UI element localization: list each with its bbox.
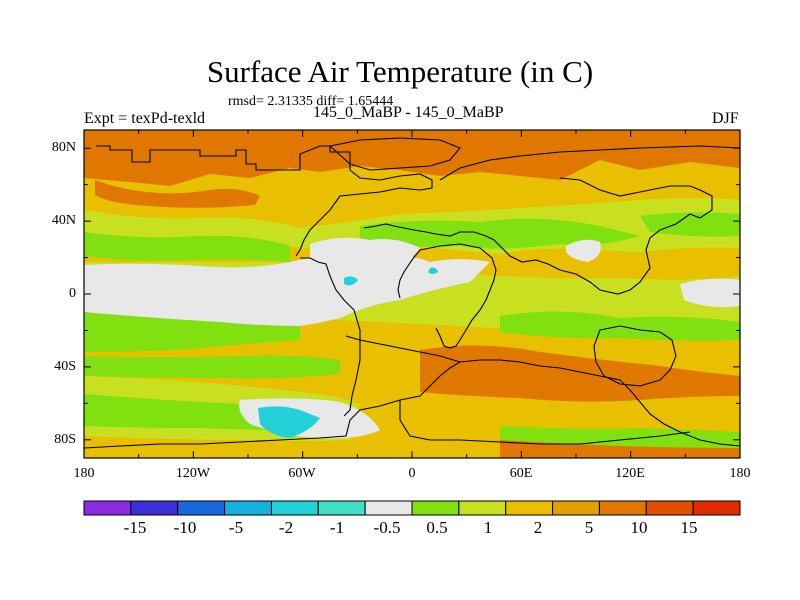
colorbar-label: 5: [584, 518, 594, 537]
experiment-label: Expt = texPd-texld: [84, 110, 206, 127]
coast-africa-west: [397, 249, 421, 299]
colorbar-swatch: [692, 500, 741, 516]
x-tick-label: 60E: [509, 466, 533, 481]
colorbar-label: -10: [173, 518, 197, 537]
colorbar-swatch: [83, 500, 132, 516]
x-tick-label: 60W: [288, 466, 316, 481]
colorbar-swatch: [505, 500, 554, 516]
colorbar-label: -2: [278, 518, 294, 537]
colorbar-label: 15: [680, 518, 698, 537]
field-antarctic-cyan: [258, 406, 320, 438]
colorbar-label: -1: [329, 518, 345, 537]
coast-north-america: [96, 145, 433, 257]
y-tick-label: 40S: [54, 359, 76, 374]
colorbar-label: 0.5: [426, 518, 448, 537]
colorbar-swatch: [458, 500, 507, 516]
field-north-grey: [566, 239, 601, 262]
temperature-field: [84, 130, 740, 458]
field-north-hot: [84, 130, 740, 186]
colorbar: [83, 500, 741, 516]
field-pacific-grey: [84, 254, 490, 341]
map-title: Surface Air Temperature (in C): [206, 54, 594, 89]
colorbar-label: 2: [533, 518, 543, 537]
coast-africa: [419, 243, 497, 349]
colorbar-swatch: [598, 500, 647, 516]
field-north-green-3: [640, 212, 740, 237]
x-tick-label: 120E: [615, 466, 645, 481]
colorbar-swatch: [317, 500, 366, 516]
field-pacific-green-2: [84, 355, 340, 379]
colorbar-label: 1: [483, 518, 493, 537]
coast-greenland: [328, 137, 461, 171]
field-east-grey: [680, 278, 740, 308]
y-tick-label: 0: [69, 286, 76, 301]
field-north-hot-2: [95, 180, 260, 208]
colorbar-swatch: [364, 500, 413, 516]
colorbar-swatch: [130, 500, 179, 516]
coast-south-america: [300, 257, 361, 417]
field-sa-grey: [308, 237, 420, 300]
coastlines: [84, 137, 740, 449]
coast-south-interior: [345, 335, 691, 445]
y-tick-label: 80S: [54, 432, 76, 447]
y-tick-label: 40N: [51, 213, 76, 228]
field-north-green: [84, 232, 290, 262]
colorbar-swatch: [552, 500, 600, 516]
x-tick-label: 180: [73, 466, 95, 481]
colorbar-label: 10: [630, 518, 648, 537]
x-tick-label: 0: [408, 466, 416, 481]
colorbar-swatch: [411, 500, 460, 516]
colorbar-swatch: [270, 500, 319, 516]
colorbar-label: -0.5: [373, 518, 401, 537]
colorbar-swatch: [645, 500, 694, 516]
stats-text: rmsd= 2.31335 diff= 1.65444: [228, 94, 394, 109]
field-sa-cyan: [344, 276, 358, 286]
y-tick-label: 80N: [51, 140, 76, 155]
field-north-green-2: [360, 218, 640, 249]
runs-label: 145_0_MaBP - 145_0_MaBP: [313, 104, 504, 121]
coast-eurasia: [363, 145, 740, 295]
colorbar-swatch: [224, 500, 272, 516]
season-label: DJF: [712, 110, 739, 127]
x-tick-label: 180: [729, 466, 751, 481]
field-pacific-green-1: [84, 312, 300, 352]
x-tick-label: 120W: [175, 466, 211, 481]
axis-ticks: [83, 130, 741, 458]
colorbar-swatch: [177, 500, 226, 516]
coast-australia: [593, 325, 677, 387]
colorbar-label: -15: [123, 518, 147, 537]
colorbar-label: -5: [228, 518, 244, 537]
field-sa-cyan-2: [428, 267, 438, 274]
